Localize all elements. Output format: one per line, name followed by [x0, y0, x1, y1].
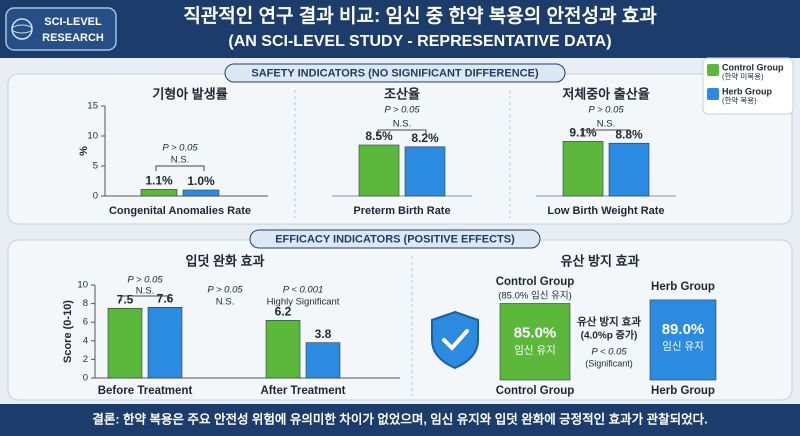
- annotation: (Significant): [585, 358, 633, 368]
- section-banner: [224, 63, 566, 83]
- annotation: P > 0.05: [127, 275, 163, 286]
- group-label: Herb Group: [651, 281, 715, 293]
- logo-box: [5, 7, 117, 51]
- annotation: N.S.: [393, 119, 411, 130]
- chart-title: 조산율: [384, 86, 420, 101]
- conclusion-bar: [0, 404, 800, 436]
- x-axis-label: Congenital Anomalies Rate: [109, 205, 251, 217]
- annotation: P > 0.05: [588, 105, 624, 116]
- legend-note: (한약 복용): [722, 95, 757, 105]
- bar: [265, 320, 301, 379]
- bar: [499, 303, 571, 381]
- chart-title: 유산 방지 효과: [561, 253, 640, 268]
- chart-title: 입덧 완화 효과: [186, 253, 265, 268]
- value-label: 7.5: [117, 292, 134, 306]
- y-tick-label: 0: [83, 373, 88, 384]
- y-tick-label: 15: [87, 101, 98, 112]
- value-label: 1.1%: [145, 174, 173, 188]
- x-tick-label: After Treatment: [261, 385, 346, 397]
- significance-bracket: [120, 295, 170, 301]
- significance-bracket: [377, 129, 427, 135]
- bar: [140, 189, 178, 197]
- annotation: (85.0% 임신 유지): [498, 290, 572, 302]
- y-axis-label: Score (0-10): [62, 300, 74, 363]
- y-tick-label: 10: [77, 280, 88, 291]
- subtitle: (AN SCI-LEVEL STUDY - REPRESENTATIVE DAT…: [228, 33, 611, 50]
- value-label: 89.0%: [662, 321, 705, 338]
- group-label: Control Group: [496, 276, 575, 288]
- bar: [404, 146, 446, 197]
- header-bar: [0, 0, 800, 58]
- value-label: 8.8%: [615, 127, 643, 141]
- chart-title: 저체중아 출산율: [562, 86, 649, 101]
- annotation: Highly Significant: [267, 297, 340, 308]
- x-tick-label: Control Group: [496, 385, 575, 397]
- y-tick-label: 10: [87, 131, 98, 142]
- annotation: P < 0.05: [591, 347, 627, 358]
- value-label: 7.6: [157, 291, 174, 305]
- y-axis-label: %: [78, 146, 90, 156]
- bar: [562, 141, 604, 197]
- section-title: EFFICACY INDICATORS (POSITIVE EFFECTS): [275, 233, 515, 245]
- value-label: 9.1%: [569, 126, 597, 140]
- annotation: (4.0%p 증가): [581, 329, 638, 342]
- section-title: SAFETY INDICATORS (NO SIGNIFICANT DIFFER…: [251, 67, 539, 79]
- chart-title: 기형아 발생률: [152, 86, 227, 101]
- title: 직관적인 연구 결과 비교: 임신 중 한약 복용의 안전성과 효과: [183, 5, 657, 27]
- y-tick-label: 8: [83, 298, 88, 309]
- legend-swatch: [707, 64, 719, 76]
- annotation: N.S.: [171, 155, 189, 166]
- annotation: P < 0.001: [283, 285, 324, 296]
- significance-bracket: [155, 165, 205, 171]
- value-label: 6.2: [275, 305, 292, 319]
- y-tick-label: 0: [93, 191, 98, 202]
- bar: [147, 307, 183, 379]
- annotation: N.S.: [216, 297, 234, 308]
- x-axis-label: Preterm Birth Rate: [353, 205, 450, 217]
- bar: [358, 144, 400, 197]
- annotation: P > 0.05: [162, 143, 198, 154]
- y-tick-label: 5: [93, 161, 98, 172]
- y-tick-label: 4: [83, 335, 88, 346]
- x-axis-label: Low Birth Weight Rate: [547, 205, 664, 217]
- logo-text: SCI-LEVEL: [44, 16, 102, 28]
- bar-note: 임신 유지: [662, 340, 704, 353]
- annotation: N.S.: [597, 119, 615, 130]
- legend-label: Control Group: [722, 62, 784, 72]
- value-label: 3.8: [315, 327, 332, 341]
- y-tick-label: 6: [83, 317, 88, 328]
- bar: [305, 342, 341, 379]
- annotation: P > 0.05: [207, 285, 243, 296]
- logo-text: RESEARCH: [42, 32, 104, 44]
- x-tick-label: Before Treatment: [98, 385, 193, 397]
- shield-icon: [431, 310, 479, 370]
- significance-bracket: [581, 129, 631, 135]
- value-label: 85.0%: [514, 324, 557, 341]
- y-tick-label: 2: [83, 354, 88, 365]
- logo-icon: [11, 24, 33, 34]
- legend-label: Herb Group: [722, 86, 773, 96]
- annotation: P > 0.05: [384, 105, 420, 116]
- bar: [608, 142, 650, 197]
- x-tick-label: Herb Group: [651, 385, 715, 397]
- center-label: 유산 방지 효과: [577, 315, 641, 328]
- legend-swatch: [707, 88, 719, 100]
- bar: [107, 307, 143, 379]
- bar: [182, 189, 220, 197]
- conclusion: 결론: 한약 복용은 주요 안전성 위험에 유의미한 차이가 없었으며, 임신 …: [92, 411, 707, 426]
- value-label: 8.5%: [365, 129, 393, 143]
- bar: [649, 299, 717, 381]
- section-banner: [249, 229, 541, 249]
- value-label: 8.2%: [411, 131, 439, 145]
- bar-note: 임신 유지: [514, 343, 556, 356]
- shield-icon: [442, 329, 469, 351]
- legend-note: (한약 미복용): [722, 71, 764, 81]
- annotation: N.S.: [136, 286, 154, 297]
- legend-box: [702, 57, 794, 115]
- value-label: 1.0%: [187, 174, 215, 188]
